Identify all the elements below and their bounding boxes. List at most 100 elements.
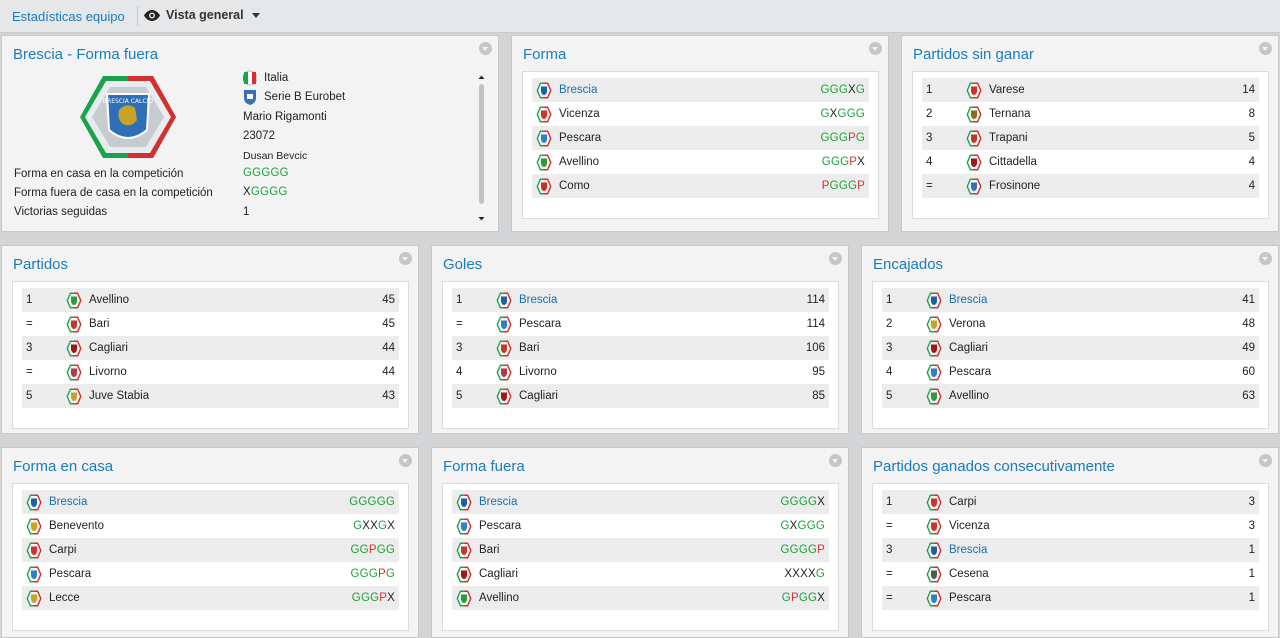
list-row[interactable]: = Pescara 114 (452, 312, 829, 336)
team-name[interactable]: Avellino (559, 156, 600, 168)
list-row[interactable]: 3 Brescia 1 (882, 538, 1259, 562)
team-name[interactable]: Trapani (989, 132, 1028, 144)
team-name[interactable]: Pescara (519, 318, 562, 330)
list-row[interactable]: 1 Varese 14 (922, 78, 1259, 102)
team-name[interactable]: Juve Stabia (89, 390, 150, 402)
team-name[interactable]: Pescara (559, 132, 602, 144)
league-name[interactable]: Serie B Eurobet (264, 91, 346, 103)
team-cell[interactable]: Vicenza (536, 106, 821, 123)
team-name[interactable]: Ternana (989, 108, 1031, 120)
team-name[interactable]: Brescia (479, 496, 518, 508)
list-row[interactable]: Avellino GPGGX (452, 586, 829, 610)
scrollbar[interactable] (477, 74, 486, 226)
team-name[interactable]: Pescara (949, 592, 992, 604)
list-row[interactable]: Pescara GGGPG (532, 126, 869, 150)
team-cell[interactable]: Ternana (966, 106, 1215, 123)
list-row[interactable]: Brescia GGGXG (532, 78, 869, 102)
team-cell[interactable]: Avellino (926, 388, 1215, 405)
list-row[interactable]: Vicenza GXGGG (532, 102, 869, 126)
team-cell[interactable]: Verona (926, 316, 1215, 333)
team-name[interactable]: Brescia (559, 84, 598, 96)
list-row[interactable]: 1 Brescia 41 (882, 288, 1259, 312)
team-name[interactable]: Verona (949, 318, 986, 330)
list-row[interactable]: 2 Verona 48 (882, 312, 1259, 336)
team-cell[interactable]: Como (536, 178, 822, 195)
panel-menu-button[interactable] (829, 454, 842, 467)
team-cell[interactable]: Brescia (496, 292, 785, 309)
team-cell[interactable]: Brescia (926, 292, 1215, 309)
panel-menu-button[interactable] (1259, 252, 1272, 265)
scroll-down-icon[interactable] (477, 216, 486, 222)
team-cell[interactable]: Frosinone (966, 178, 1215, 195)
team-cell[interactable]: Cagliari (926, 340, 1215, 357)
team-name[interactable]: Cagliari (479, 568, 518, 580)
list-row[interactable]: 3 Cagliari 49 (882, 336, 1259, 360)
team-cell[interactable]: Pescara (926, 590, 1215, 607)
panel-menu-button[interactable] (829, 252, 842, 265)
team-name[interactable]: Cagliari (949, 342, 988, 354)
team-cell[interactable]: Bari (456, 542, 781, 559)
team-cell[interactable]: Juve Stabia (66, 388, 355, 405)
team-cell[interactable]: Livorno (496, 364, 785, 381)
team-cell[interactable]: Cagliari (496, 388, 785, 405)
team-name[interactable]: Avellino (949, 390, 990, 402)
team-cell[interactable]: Bari (66, 316, 355, 333)
list-row[interactable]: Avellino GGGPX (532, 150, 869, 174)
team-name[interactable]: Bari (519, 342, 540, 354)
team-cell[interactable]: Benevento (26, 518, 353, 535)
team-name[interactable]: Brescia (949, 294, 988, 306)
team-cell[interactable]: Pescara (496, 316, 785, 333)
list-row[interactable]: 3 Trapani 5 (922, 126, 1259, 150)
list-row[interactable]: Bari GGGGP (452, 538, 829, 562)
list-row[interactable]: 4 Livorno 95 (452, 360, 829, 384)
team-cell[interactable]: Bari (496, 340, 785, 357)
team-name[interactable]: Cagliari (519, 390, 558, 402)
view-selector[interactable]: Vista general (144, 8, 260, 22)
team-cell[interactable]: Vicenza (926, 518, 1215, 535)
list-row[interactable]: 5 Cagliari 85 (452, 384, 829, 408)
team-name[interactable]: Brescia (519, 294, 558, 306)
list-row[interactable]: Lecce GGGPX (22, 586, 399, 610)
list-row[interactable]: 4 Cittadella 4 (922, 150, 1259, 174)
team-name[interactable]: Carpi (49, 544, 77, 556)
team-cell[interactable]: Pescara (926, 364, 1215, 381)
panel-menu-button[interactable] (869, 42, 882, 55)
team-name[interactable]: Bari (479, 544, 500, 556)
team-cell[interactable]: Livorno (66, 364, 355, 381)
list-row[interactable]: 5 Avellino 63 (882, 384, 1259, 408)
team-name[interactable]: Carpi (949, 496, 977, 508)
team-name[interactable]: Avellino (89, 294, 130, 306)
team-cell[interactable]: Brescia (536, 82, 821, 99)
list-row[interactable]: 3 Cagliari 44 (22, 336, 399, 360)
team-cell[interactable]: Trapani (966, 130, 1215, 147)
list-row[interactable]: Como PGGGP (532, 174, 869, 198)
team-cell[interactable]: Varese (966, 82, 1215, 99)
list-row[interactable]: Cagliari XXXXG (452, 562, 829, 586)
list-row[interactable]: Benevento GXXGX (22, 514, 399, 538)
list-row[interactable]: 1 Avellino 45 (22, 288, 399, 312)
list-row[interactable]: 1 Carpi 3 (882, 490, 1259, 514)
list-row[interactable]: = Pescara 1 (882, 586, 1259, 610)
team-name[interactable]: Pescara (479, 520, 522, 532)
team-name[interactable]: Pescara (49, 568, 92, 580)
scroll-up-icon[interactable] (477, 74, 486, 80)
panel-menu-button[interactable] (399, 454, 412, 467)
team-name[interactable]: Brescia (49, 496, 88, 508)
team-cell[interactable]: Cagliari (456, 566, 784, 583)
list-row[interactable]: Carpi GGPGG (22, 538, 399, 562)
team-name[interactable]: Vicenza (559, 108, 600, 120)
list-row[interactable]: = Frosinone 4 (922, 174, 1259, 198)
team-name[interactable]: Avellino (479, 592, 520, 604)
team-cell[interactable]: Cagliari (66, 340, 355, 357)
team-cell[interactable]: Avellino (66, 292, 355, 309)
team-name[interactable]: Bari (89, 318, 110, 330)
list-row[interactable]: = Cesena 1 (882, 562, 1259, 586)
panel-menu-button[interactable] (1259, 42, 1272, 55)
team-name[interactable]: Vicenza (949, 520, 990, 532)
list-row[interactable]: Brescia GGGGX (452, 490, 829, 514)
team-name[interactable]: Cagliari (89, 342, 128, 354)
team-name[interactable]: Frosinone (989, 180, 1041, 192)
list-row[interactable]: = Bari 45 (22, 312, 399, 336)
team-name[interactable]: Livorno (89, 366, 127, 378)
team-cell[interactable]: Brescia (456, 494, 781, 511)
